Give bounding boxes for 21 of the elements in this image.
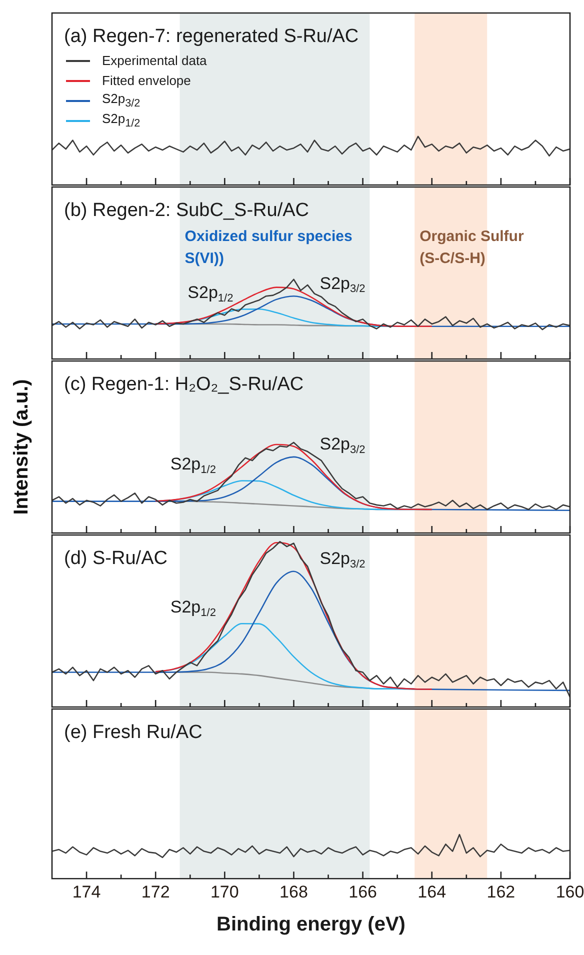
legend-label: Experimental data xyxy=(102,52,207,70)
chart-title: (b) Regen-2: SubC_S-Ru/AC xyxy=(64,200,309,222)
chart-title: (c) Regen-1: H₂O₂_S-Ru/AC xyxy=(64,374,304,396)
band-label: Organic Sulfur (S-C/S-H) xyxy=(420,228,524,268)
x-tick-label: 172 xyxy=(141,882,170,902)
legend-label: Fitted envelope xyxy=(102,72,191,90)
x-tick-label: 174 xyxy=(72,882,101,902)
chart-title: (a) Regen-7: regenerated S-Ru/AC xyxy=(64,26,359,48)
x-tick-label: 162 xyxy=(486,882,516,902)
y-axis-title: Intensity (a.u.) xyxy=(10,379,33,515)
x-axis-title: Binding energy (eV) xyxy=(216,914,406,936)
legend-label: S2p$_{1/2}$ xyxy=(102,110,140,132)
chart-title: (d) S-Ru/AC xyxy=(64,548,168,570)
x-tick-label: 168 xyxy=(280,882,308,902)
band-label: Oxidized sulfur species S(VI)) xyxy=(184,228,352,268)
x-tick-label: 166 xyxy=(348,882,377,902)
legend-label: S2p$_{3/2}$ xyxy=(102,90,140,110)
x-tick-label: 170 xyxy=(210,882,239,902)
chart-title: (e) Fresh Ru/AC xyxy=(64,722,202,744)
x-tick-label: 160 xyxy=(556,882,584,902)
x-tick-label: 164 xyxy=(418,882,446,902)
